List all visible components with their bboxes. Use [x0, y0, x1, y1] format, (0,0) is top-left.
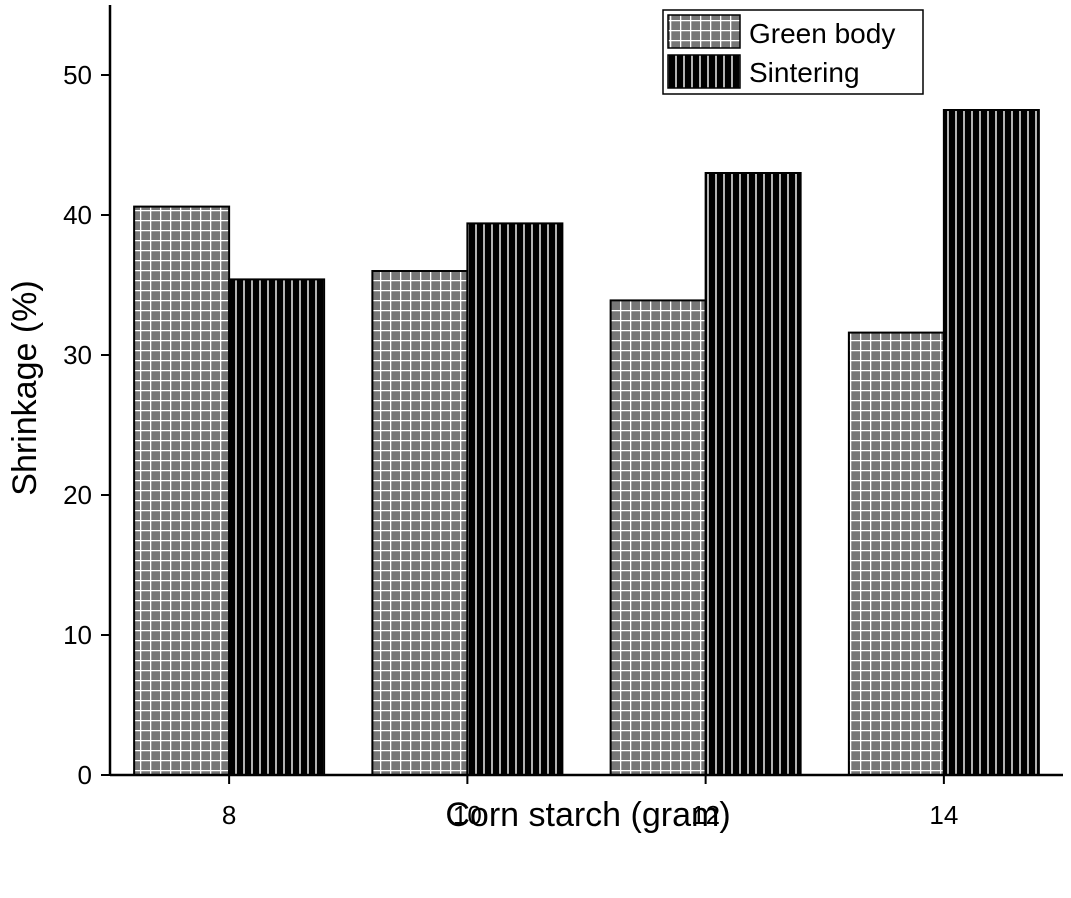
bar-sintering-14	[942, 109, 1040, 776]
y-axis-title: Shrinkage (%)	[6, 280, 44, 495]
legend-label-sintering: Sintering	[749, 57, 860, 88]
x-tick-label: 10	[453, 800, 482, 830]
x-axis-title: Corn starch (gram)	[445, 796, 730, 834]
bar-sintering-8	[228, 278, 326, 776]
bar-green-body-12	[609, 299, 707, 776]
y-ticks: 0 10 20 30 40 50	[63, 60, 110, 790]
legend-label-green-body: Green body	[749, 18, 895, 49]
bar-sintering-10	[466, 222, 564, 776]
legend: Green body Sintering	[662, 9, 924, 95]
y-tick-label: 30	[63, 340, 92, 370]
x-ticks: 8 10 12 14	[222, 775, 958, 830]
x-tick-label: 8	[222, 800, 236, 830]
bar-green-body-10	[371, 270, 469, 776]
y-tick-label: 40	[63, 200, 92, 230]
y-tick-label: 0	[78, 760, 92, 790]
y-tick-label: 20	[63, 480, 92, 510]
legend-swatch-green-body	[667, 14, 741, 49]
bar-sintering-12	[704, 172, 802, 776]
y-tick-label: 50	[63, 60, 92, 90]
bar-green-body-14	[847, 331, 945, 776]
x-tick-label: 14	[929, 800, 958, 830]
bars-layer	[133, 109, 1040, 777]
y-tick-label: 10	[63, 620, 92, 650]
x-tick-label: 12	[691, 800, 720, 830]
legend-swatch-sintering	[667, 54, 741, 89]
bar-green-body-8	[133, 205, 231, 777]
